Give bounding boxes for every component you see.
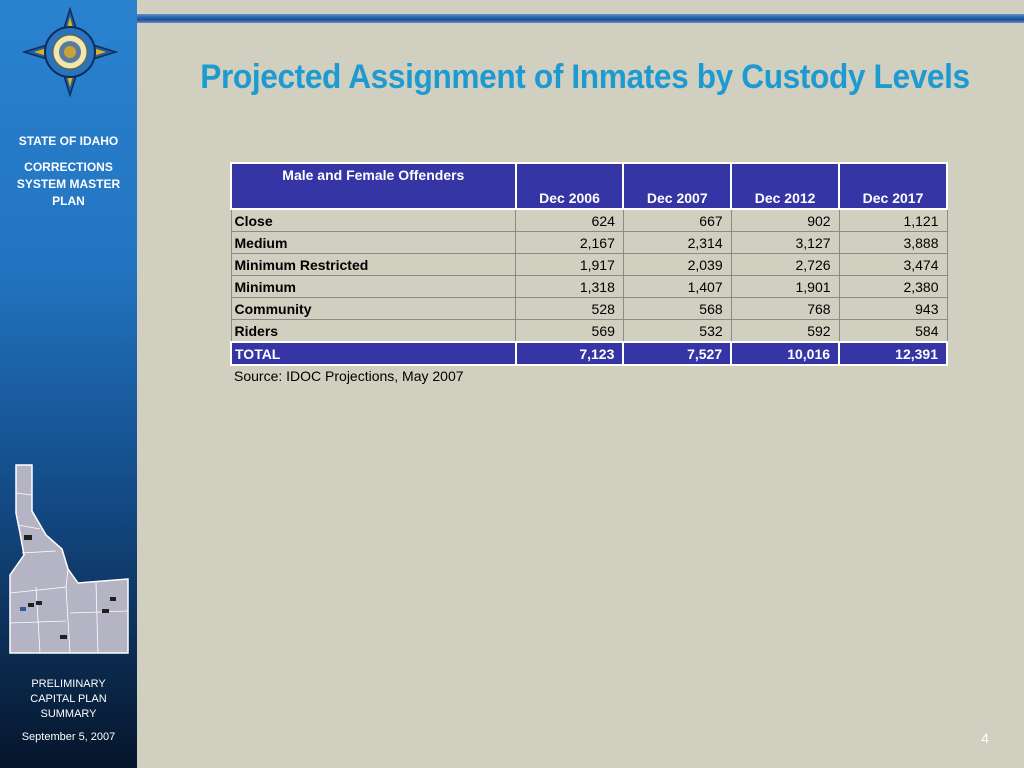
slide-title: Projected Assignment of Inmates by Custo… [200, 58, 970, 96]
column-header: Dec 2012 [730, 162, 841, 210]
cell-value: 2,039 [622, 253, 732, 276]
table-row: Minimum Restricted 1,917 2,039 2,726 3,4… [230, 253, 948, 276]
cell-value: 902 [730, 208, 840, 232]
cell-value: 3,888 [838, 231, 948, 254]
idoc-seal-icon [22, 7, 118, 97]
cell-value: 592 [730, 319, 840, 343]
table-row: Community 528 568 768 943 [230, 297, 948, 320]
total-value: 10,016 [730, 341, 841, 366]
row-label: Minimum [230, 275, 517, 298]
table-total-row: TOTAL 7,123 7,527 10,016 12,391 [230, 341, 948, 366]
cell-value: 1,407 [622, 275, 732, 298]
row-label: Medium [230, 231, 517, 254]
cell-value: 2,380 [838, 275, 948, 298]
total-label: TOTAL [230, 341, 517, 366]
column-header: Dec 2006 [514, 162, 625, 210]
cell-value: 528 [515, 297, 624, 320]
sidebar-date: September 5, 2007 [21, 731, 116, 743]
source-note: Source: IDOC Projections, May 2007 [234, 368, 464, 384]
table-row: Riders 569 532 592 584 [230, 319, 948, 343]
cell-value: 943 [838, 297, 948, 320]
cell-value: 2,314 [622, 231, 732, 254]
cell-value: 2,726 [730, 253, 840, 276]
cell-value: 532 [622, 319, 732, 343]
idaho-map-icon [9, 464, 129, 654]
cell-value: 1,121 [838, 208, 948, 232]
table-row: Close 624 667 902 1,121 [230, 208, 948, 232]
sidebar-plan-line2: SYSTEM MASTER [16, 177, 121, 191]
row-label: Minimum Restricted [230, 253, 517, 276]
cell-value: 569 [515, 319, 624, 343]
row-label: Riders [230, 319, 517, 343]
table-row: Medium 2,167 2,314 3,127 3,888 [230, 231, 948, 254]
table-header-label: Male and Female Offenders [230, 162, 517, 210]
cell-value: 1,901 [730, 275, 840, 298]
sidebar-footer-line1: PRELIMINARY [31, 678, 106, 690]
sidebar-plan-line3: PLAN [52, 194, 85, 208]
sidebar-footer-line2: CAPITAL PLAN [30, 693, 107, 705]
cell-value: 768 [730, 297, 840, 320]
total-value: 7,527 [622, 341, 733, 366]
cell-value: 3,127 [730, 231, 840, 254]
cell-value: 584 [838, 319, 948, 343]
page-number: 4 [981, 730, 989, 746]
header-rule [137, 14, 1024, 23]
total-value: 12,391 [838, 341, 948, 366]
row-label: Community [230, 297, 517, 320]
total-value: 7,123 [514, 341, 625, 366]
cell-value: 3,474 [838, 253, 948, 276]
table-row: Minimum 1,318 1,407 1,901 2,380 [230, 275, 948, 298]
cell-value: 2,167 [515, 231, 624, 254]
sidebar-plan-line1: CORRECTIONS [24, 160, 113, 174]
cell-value: 624 [515, 208, 624, 232]
custody-table: Male and Female Offenders Dec 2006 Dec 2… [230, 162, 948, 366]
cell-value: 1,318 [515, 275, 624, 298]
cell-value: 1,917 [515, 253, 624, 276]
sidebar-footer-line3: SUMMARY [40, 708, 97, 720]
sidebar-state: STATE OF IDAHO [18, 134, 119, 148]
cell-value: 568 [622, 297, 732, 320]
row-label: Close [230, 208, 517, 232]
cell-value: 667 [622, 208, 732, 232]
table-header-row: Male and Female Offenders Dec 2006 Dec 2… [230, 162, 948, 210]
column-header: Dec 2007 [622, 162, 733, 210]
column-header: Dec 2017 [838, 162, 948, 210]
